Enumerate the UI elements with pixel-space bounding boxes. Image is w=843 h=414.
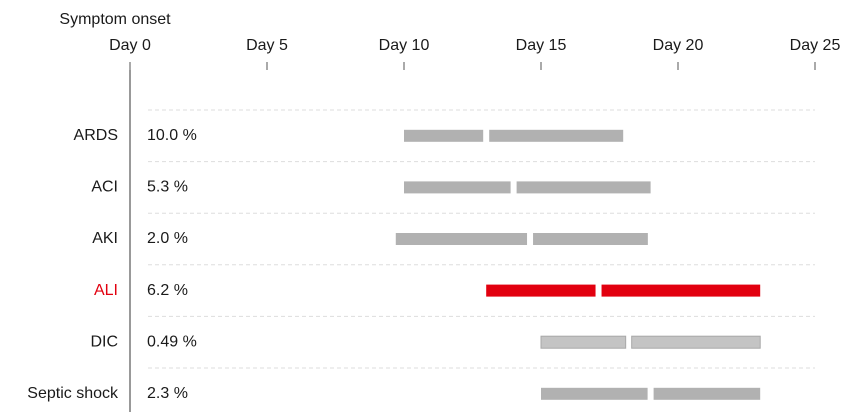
range-bar	[404, 181, 511, 194]
row-label: ARDS	[74, 127, 118, 144]
percent-label: 0.49 %	[147, 333, 197, 350]
range-bar	[653, 387, 761, 400]
range-bar	[516, 181, 651, 194]
range-bar	[486, 284, 596, 297]
row-label: DIC	[90, 333, 118, 350]
x-tick-label: Day 0	[109, 37, 151, 54]
range-bar	[533, 233, 648, 245]
row-label: ALI	[94, 282, 118, 299]
percent-label: 2.3 %	[147, 385, 188, 402]
row-label: ACI	[91, 179, 118, 196]
range-bar	[540, 335, 627, 349]
range-bar	[601, 284, 761, 297]
x-tick-label: Day 15	[516, 37, 567, 54]
range-bar	[395, 233, 528, 245]
axis-title: Symptom onset	[59, 11, 171, 28]
percent-label: 5.3 %	[147, 179, 188, 196]
percent-label: 2.0 %	[147, 230, 188, 247]
range-bar	[631, 335, 761, 349]
percent-label: 6.2 %	[147, 282, 188, 299]
row-label: Septic shock	[27, 385, 119, 402]
range-bar	[541, 387, 648, 400]
range-bar	[489, 129, 624, 142]
percent-label: 10.0 %	[147, 127, 197, 144]
row-label: AKI	[92, 230, 118, 247]
x-tick-label: Day 5	[246, 37, 288, 54]
x-tick-label: Day 10	[379, 37, 430, 54]
range-bar	[404, 129, 484, 142]
x-tick-label: Day 20	[653, 37, 704, 54]
x-tick-label: Day 25	[790, 37, 841, 54]
